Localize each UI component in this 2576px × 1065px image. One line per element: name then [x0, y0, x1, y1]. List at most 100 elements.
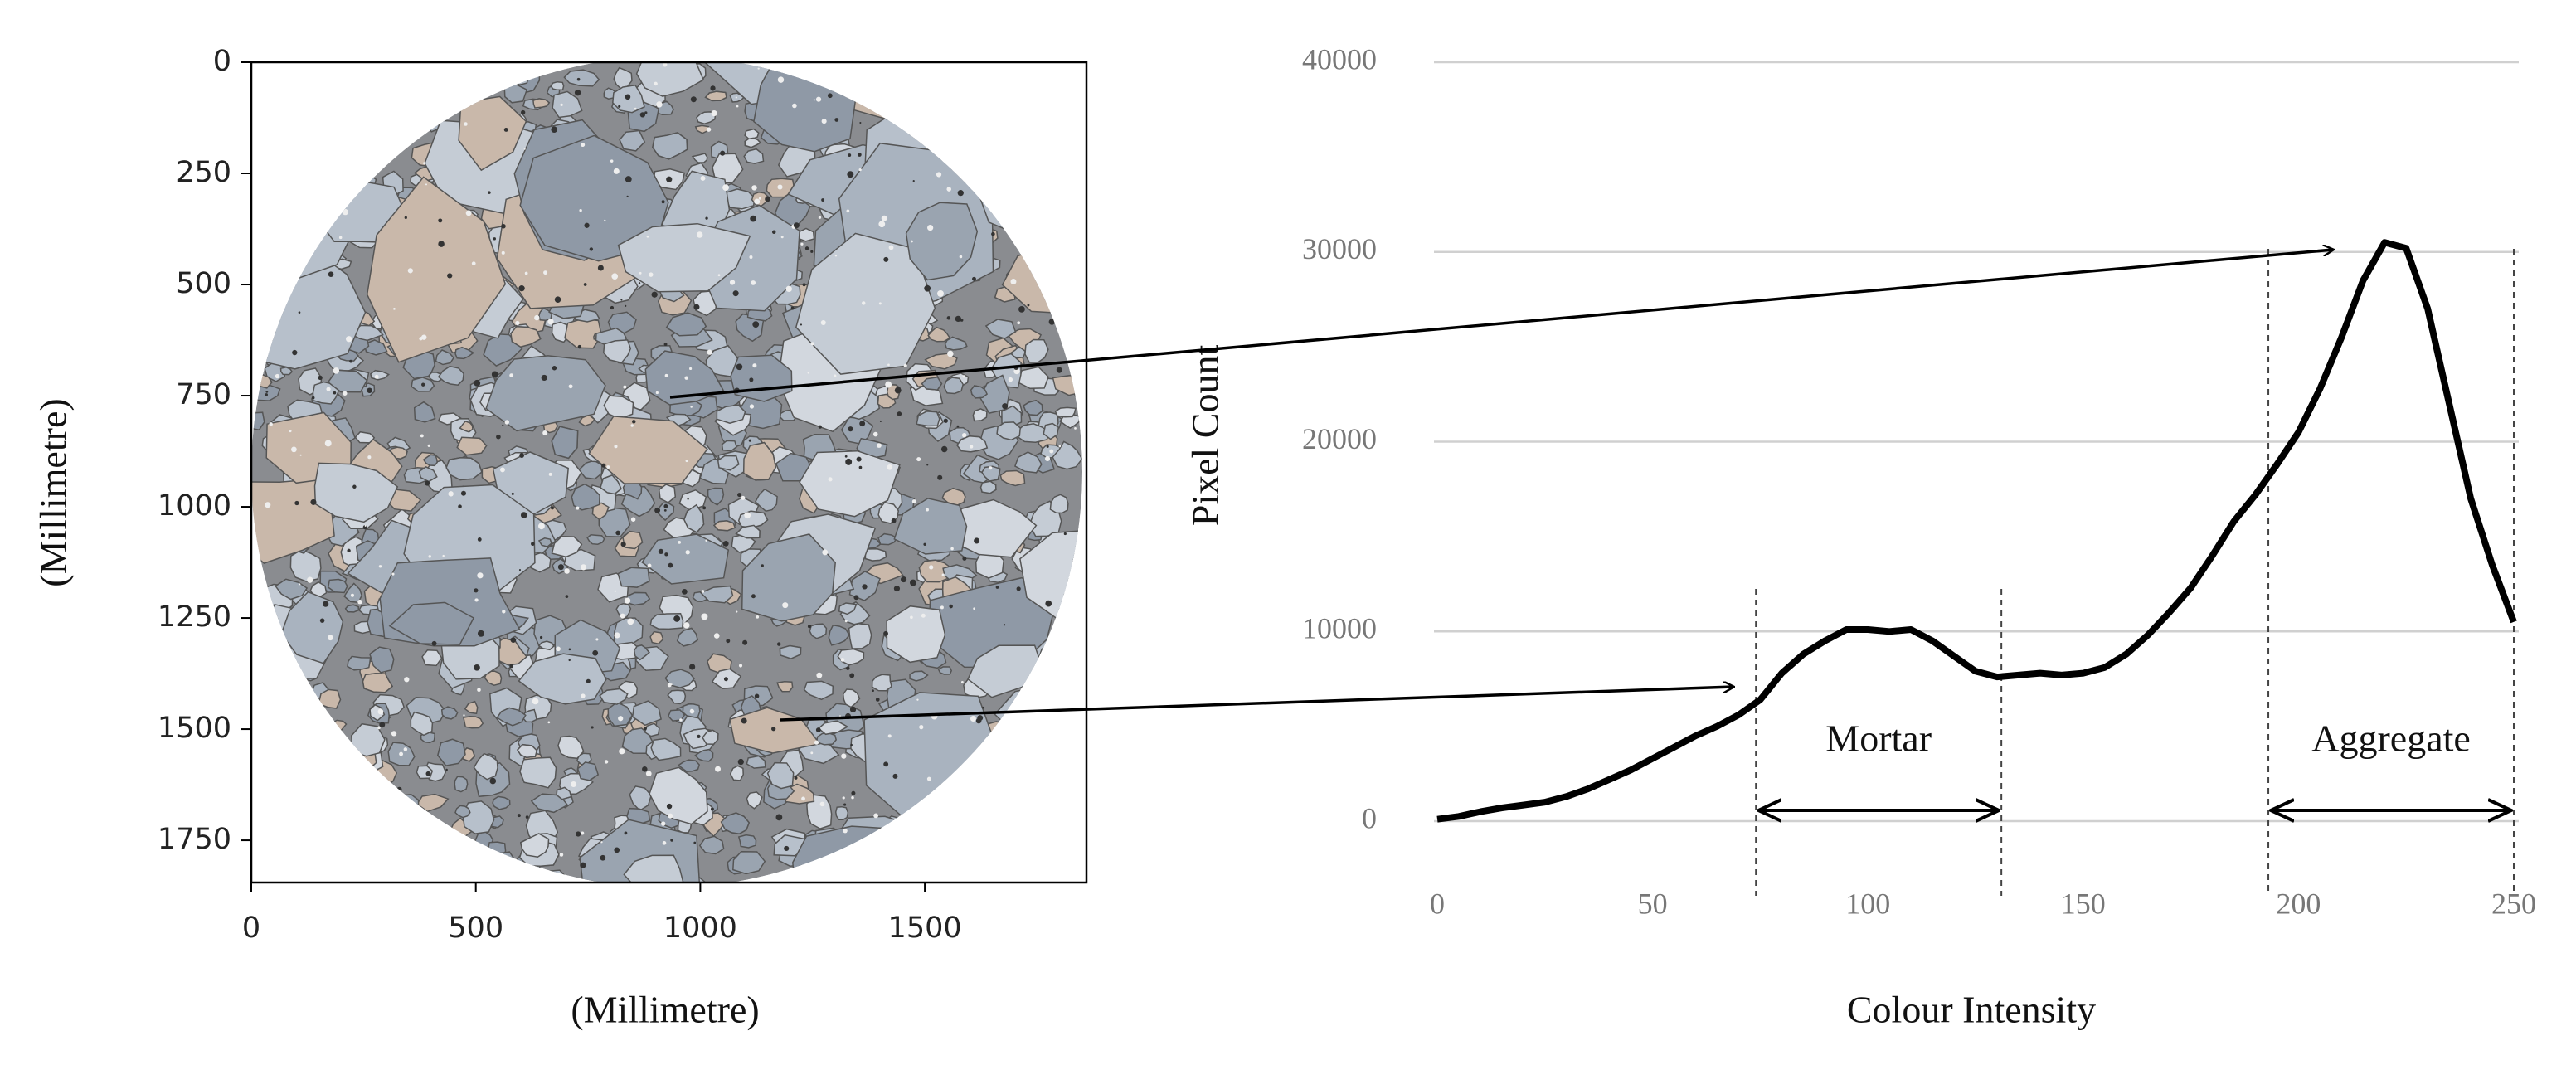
aggregate-stone [1037, 732, 1069, 758]
speck [527, 72, 529, 75]
speck [654, 507, 661, 513]
speck [1066, 765, 1069, 768]
speck [994, 761, 999, 767]
speck [751, 280, 756, 285]
aggregate-stone [270, 246, 308, 269]
aggregate-stone [1031, 746, 1067, 774]
aggregate-stone [498, 68, 523, 85]
speck [654, 81, 658, 86]
aggregate-stone [940, 858, 964, 876]
aggregate-stone [352, 62, 377, 87]
aggregate-stone [999, 747, 1035, 786]
core-image [251, 62, 1082, 883]
aggregate-stone [277, 846, 297, 858]
speck [893, 871, 898, 876]
aggregate-stone [338, 146, 370, 176]
aggregate-stone [377, 97, 408, 122]
speck [391, 731, 397, 737]
speck [630, 424, 634, 427]
aggregate-stone [437, 738, 466, 766]
speck [936, 172, 942, 178]
speck [821, 198, 825, 202]
speck [670, 839, 673, 842]
aggregate-stone [998, 794, 1029, 827]
speck [425, 480, 430, 486]
aggregate-stone [576, 752, 592, 766]
speck [1048, 319, 1056, 325]
speck [474, 598, 479, 602]
aggregate-stone [273, 223, 307, 249]
speck [431, 640, 437, 646]
speck [689, 664, 696, 670]
aggregate-stone [496, 707, 527, 727]
aggregate-stone [422, 454, 438, 467]
aggregate-stone [343, 103, 363, 121]
speck [924, 284, 931, 292]
aggregate-stone [930, 109, 950, 123]
speck [989, 173, 993, 177]
speck [757, 67, 760, 70]
speck [771, 727, 776, 732]
speck [668, 562, 673, 568]
speck [859, 122, 862, 124]
speck [1018, 124, 1025, 131]
aggregate-stone [343, 824, 357, 834]
speck [813, 99, 815, 101]
aggregate-stone [251, 411, 265, 431]
aggregate-stone [664, 669, 695, 688]
speck [715, 766, 722, 772]
speck [937, 474, 943, 480]
speck [661, 200, 665, 204]
speck [693, 304, 700, 310]
speck [756, 615, 760, 619]
speck [503, 128, 508, 132]
speck [785, 285, 792, 293]
aggregate-stone [556, 786, 572, 800]
speck [955, 315, 961, 323]
speck [547, 721, 551, 724]
speck [438, 80, 442, 85]
aggregate-stone [856, 62, 887, 89]
speck [883, 630, 888, 636]
speck [357, 599, 362, 605]
aggregate-stone [1040, 269, 1071, 297]
aggregate-stone [766, 62, 808, 70]
aggregate-stone [831, 815, 922, 883]
speck [620, 613, 625, 619]
speck [448, 491, 454, 497]
speck [391, 572, 395, 576]
speck [589, 247, 594, 251]
speck [936, 791, 943, 799]
aggregate-stone [838, 602, 858, 615]
speck [576, 831, 581, 837]
aggregate-stone [284, 742, 308, 758]
speck [846, 666, 850, 670]
speck [962, 556, 967, 561]
aggregate-stone [809, 63, 837, 83]
aggregate-stone [665, 312, 707, 337]
speck [310, 498, 317, 505]
speck [780, 236, 784, 239]
speck [972, 276, 976, 281]
speck [802, 283, 806, 287]
speck [693, 841, 697, 844]
speck [509, 373, 514, 377]
speck [976, 755, 984, 761]
aggregate-stone [440, 706, 459, 720]
speck [923, 542, 926, 546]
aggregate-stone [370, 790, 392, 803]
speck [436, 101, 440, 105]
speck [592, 649, 599, 656]
speck [856, 456, 862, 462]
aggregate-stone [939, 832, 963, 845]
aggregate-stone [251, 134, 358, 220]
aggregate-stone [343, 799, 373, 825]
speck [510, 637, 517, 643]
aggregate-stone [650, 737, 682, 761]
speck [342, 208, 349, 216]
speck [926, 776, 931, 781]
speck [844, 620, 848, 623]
speck [790, 306, 795, 310]
speck [862, 584, 868, 590]
speck [1049, 145, 1055, 151]
